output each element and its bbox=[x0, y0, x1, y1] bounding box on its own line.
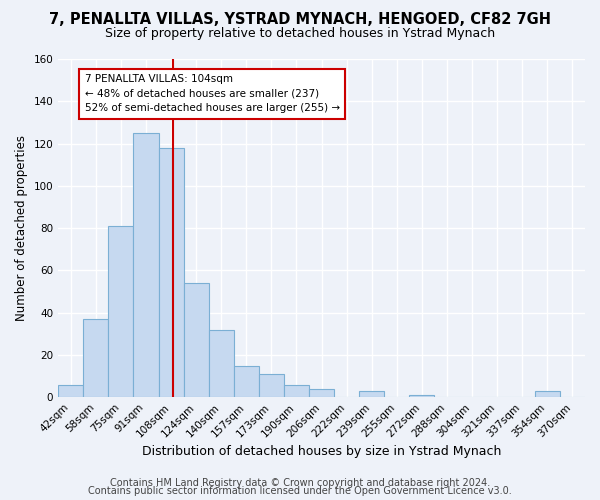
Bar bbox=[259, 374, 284, 397]
Text: 7, PENALLTA VILLAS, YSTRAD MYNACH, HENGOED, CF82 7GH: 7, PENALLTA VILLAS, YSTRAD MYNACH, HENGO… bbox=[49, 12, 551, 28]
Y-axis label: Number of detached properties: Number of detached properties bbox=[15, 135, 28, 321]
Text: Contains public sector information licensed under the Open Government Licence v3: Contains public sector information licen… bbox=[88, 486, 512, 496]
Text: Contains HM Land Registry data © Crown copyright and database right 2024.: Contains HM Land Registry data © Crown c… bbox=[110, 478, 490, 488]
Bar bbox=[83, 319, 109, 397]
Bar bbox=[133, 133, 158, 397]
X-axis label: Distribution of detached houses by size in Ystrad Mynach: Distribution of detached houses by size … bbox=[142, 444, 501, 458]
Bar bbox=[209, 330, 234, 397]
Bar bbox=[359, 391, 385, 397]
Bar bbox=[409, 395, 434, 397]
Text: Size of property relative to detached houses in Ystrad Mynach: Size of property relative to detached ho… bbox=[105, 28, 495, 40]
Bar bbox=[109, 226, 133, 397]
Bar bbox=[184, 283, 209, 397]
Bar bbox=[284, 384, 309, 397]
Bar bbox=[309, 389, 334, 397]
Bar bbox=[535, 391, 560, 397]
Text: 7 PENALLTA VILLAS: 104sqm
← 48% of detached houses are smaller (237)
52% of semi: 7 PENALLTA VILLAS: 104sqm ← 48% of detac… bbox=[85, 74, 340, 114]
Bar bbox=[58, 384, 83, 397]
Bar bbox=[158, 148, 184, 397]
Bar bbox=[234, 366, 259, 397]
